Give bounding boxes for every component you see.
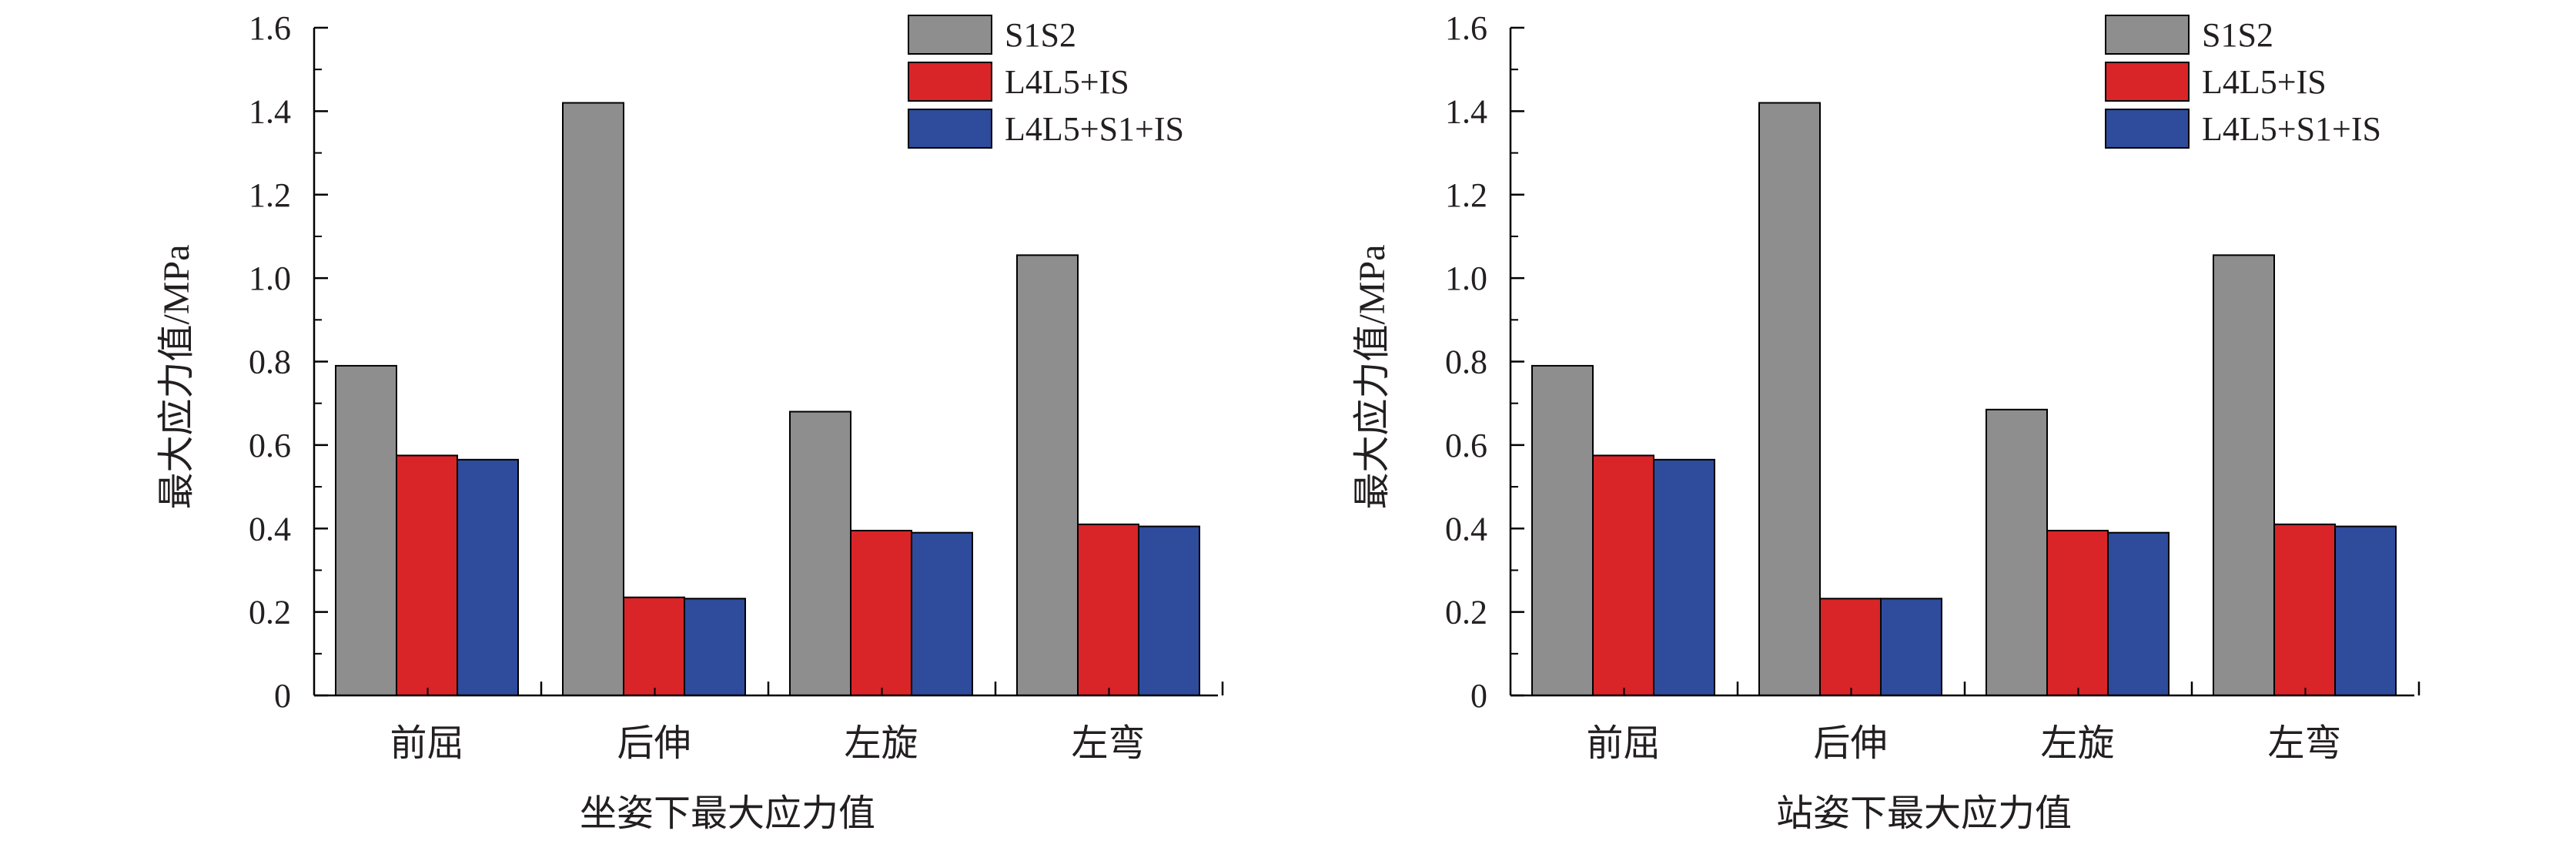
legend-swatch-1: [908, 15, 992, 55]
legend-label-3: L4L5+S1+IS: [2202, 110, 2381, 148]
y-tick-label: 0: [1470, 677, 1487, 715]
bar-1-3-1: [789, 410, 851, 697]
bar-2-3-3: [2107, 531, 2170, 697]
legend-swatch-3: [2105, 109, 2190, 149]
y-tick-label: 0.8: [249, 343, 291, 381]
bar-2-4-1: [2213, 254, 2275, 696]
bar-1-4-1: [1016, 254, 1079, 696]
y-tick-label: 0.8: [1445, 343, 1487, 381]
y-tick-label: 0.4: [1445, 510, 1487, 548]
legend-swatch-3: [908, 109, 992, 149]
x-tick-label: 后伸: [617, 723, 691, 764]
y-axis-title: 最大应力值/MPa: [1352, 244, 1393, 509]
x-tick-label: 后伸: [1813, 723, 1887, 764]
bar-2-3-1: [1986, 408, 2048, 696]
bar-2-4-3: [2334, 525, 2397, 697]
y-tick-label: 1.4: [249, 92, 291, 130]
bar-2-4-2: [2273, 523, 2336, 696]
y-tick-label: 0: [274, 677, 291, 715]
y-tick-label: 0.4: [249, 510, 291, 548]
x-tick-label: 左旋: [2040, 723, 2114, 764]
bar-2-2-3: [1880, 598, 1942, 696]
x-tick-label: 左弯: [1071, 723, 1145, 764]
legend-swatch-2: [2105, 62, 2190, 102]
bar-2-1-1: [1531, 364, 1594, 696]
y-tick-label: 1.2: [1445, 176, 1487, 214]
bar-1-2-2: [623, 596, 685, 696]
legend-label-3: L4L5+S1+IS: [1005, 110, 1184, 148]
bar-1-3-3: [911, 531, 973, 697]
chart-panel-1: 前屈 后伸 左旋 左弯 0 0.2 0.4 0.6 0.8 1.0 1.2 1.4 1.6 最大应力值/M…: [156, 9, 1224, 834]
y-axis-title: 最大应力值/MPa: [156, 244, 197, 509]
legend-label-2: L4L5+IS: [1005, 63, 1129, 101]
y-tick-label: 1.0: [1445, 260, 1487, 297]
legend-label-2: L4L5+IS: [2202, 63, 2327, 101]
legend-swatch-1: [2105, 15, 2190, 55]
bar-2-3-2: [2046, 529, 2109, 696]
y-tick-label: 0.2: [249, 594, 291, 632]
chart-title: 站姿下最大应力值: [1776, 793, 2072, 834]
bar-1-1-3: [457, 458, 519, 696]
bar-1-1-2: [396, 454, 458, 696]
bar-1-4-3: [1138, 525, 1200, 697]
chart-title: 坐姿下最大应力值: [580, 793, 875, 834]
x-tick-label: 前屈: [390, 723, 463, 764]
y-tick-label: 1.4: [1445, 92, 1487, 130]
y-tick-label: 1.6: [1445, 9, 1487, 47]
bar-2-2-1: [1758, 102, 1821, 697]
legend-label-1: S1S2: [2202, 16, 2273, 54]
y-tick-label: 1.2: [249, 176, 291, 214]
bar-1-2-1: [562, 102, 624, 697]
x-tick-label: 左弯: [2267, 723, 2341, 764]
bar-2-2-2: [1819, 598, 1882, 696]
chart-panel-2: 前屈 后伸 左旋 左弯 0 0.2 0.4 0.6 0.8 1.0 1.2 1.4 1.6 最大应力值/M…: [1352, 9, 2420, 834]
x-tick-label: 左旋: [844, 723, 918, 764]
y-tick-label: 0.2: [1445, 594, 1487, 632]
y-tick-label: 1.0: [249, 260, 291, 297]
y-tick-label: 0.6: [249, 427, 291, 464]
y-tick-label: 1.6: [249, 9, 291, 47]
bar-1-3-2: [850, 529, 912, 696]
x-tick-label: 前屈: [1586, 723, 1660, 764]
bar-1-2-3: [684, 598, 746, 696]
bar-1-4-2: [1077, 523, 1139, 696]
legend-swatch-2: [908, 62, 992, 102]
legend-label-1: S1S2: [1005, 16, 1076, 54]
bar-2-1-3: [1653, 458, 1715, 696]
bar-1-1-1: [335, 364, 397, 696]
y-tick-label: 0.6: [1445, 427, 1487, 464]
bar-2-1-2: [1592, 454, 1654, 696]
